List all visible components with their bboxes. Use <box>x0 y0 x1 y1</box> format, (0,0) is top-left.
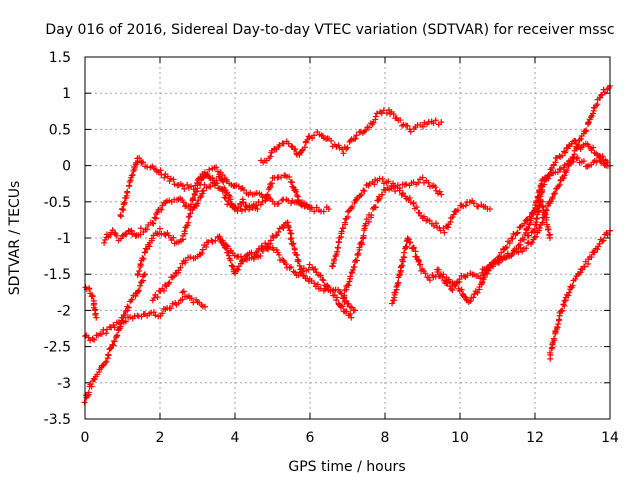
y-axis-label: SDTVAR / TECUs <box>7 181 23 296</box>
series-arc-d <box>82 284 100 321</box>
y-tick-label: -3 <box>57 376 71 392</box>
y-tick-label: -1 <box>57 231 71 247</box>
series-arc-i <box>216 219 355 321</box>
series-arc-f <box>117 155 332 220</box>
x-axis-label: GPS time / hours <box>288 459 405 475</box>
series-arc-a <box>81 296 186 344</box>
x-tick-label: 4 <box>231 430 240 446</box>
x-tick-label: 10 <box>451 430 469 446</box>
series-arc-o <box>479 82 613 273</box>
y-tick-label: -0.5 <box>44 195 71 211</box>
series-arc-m <box>389 198 553 307</box>
series-arc-p <box>524 137 613 239</box>
x-tick-label: 8 <box>381 430 390 446</box>
series-arc-b <box>81 271 148 406</box>
series-arc-c <box>179 288 208 310</box>
tick-labels: 0 2 4 6 8 10 12 14 -3.5 -3 -2.5 -2 -1.5 -1 -0.5 0 0.5 1 1.… <box>44 50 619 446</box>
y-tick-label: 0.5 <box>49 122 71 138</box>
x-tick-label: 14 <box>601 430 619 446</box>
y-tick-label: 1 <box>62 86 71 102</box>
y-tick-label: 1.5 <box>49 50 71 66</box>
chart-title: Day 016 of 2016, Sidereal Day-to-day VTE… <box>45 22 614 38</box>
y-tick-label: -1.5 <box>44 267 71 283</box>
series-arc-q <box>546 227 613 362</box>
y-tick-label: -2.5 <box>44 340 71 356</box>
series-arc-l <box>341 183 493 301</box>
y-tick-label: 0 <box>62 159 71 175</box>
x-tick-label: 0 <box>81 430 90 446</box>
grid-lines <box>85 57 610 419</box>
x-tick-label: 2 <box>156 430 165 446</box>
plot-frame <box>84 56 611 420</box>
series-arc-g <box>134 172 313 279</box>
data-marks <box>81 82 613 406</box>
x-tick-label: 12 <box>526 430 544 446</box>
series-arc-j <box>258 107 445 166</box>
series-arc-k <box>329 174 445 270</box>
x-tick-label: 6 <box>306 430 315 446</box>
y-tick-label: -3.5 <box>44 412 71 428</box>
y-tick-label: -2 <box>57 303 71 319</box>
